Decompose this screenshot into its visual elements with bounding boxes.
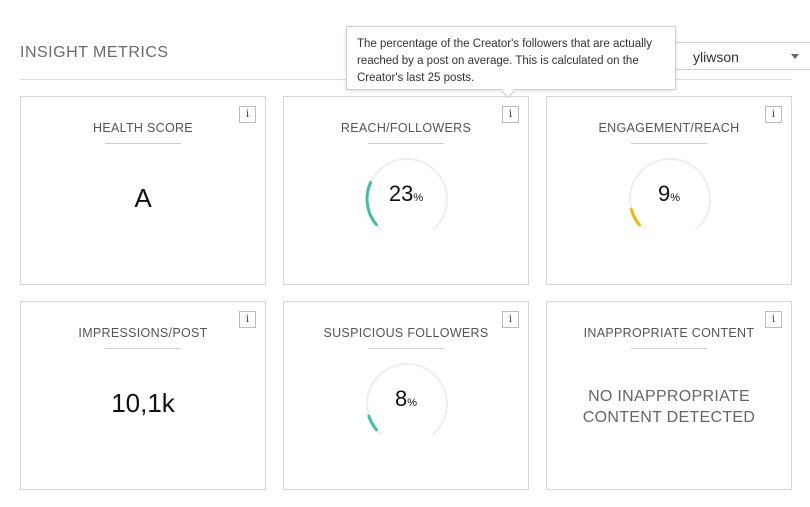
suspicious-gauge: [366, 362, 448, 436]
divider: [368, 348, 444, 349]
engagement-gauge: [629, 157, 711, 231]
reach-followers-card: i REACH/FOLLOWERS 23%: [283, 96, 529, 285]
divider: [368, 143, 444, 144]
reach-gauge: [365, 157, 448, 231]
gauge-fill: [367, 414, 378, 432]
engagement-reach-card: i ENGAGEMENT/REACH 9%: [546, 96, 792, 285]
gauge-fill: [629, 207, 641, 227]
impressions-post-card: i IMPRESSIONS/POST 10,1k: [20, 301, 266, 490]
info-icon[interactable]: i: [502, 311, 519, 328]
suspicious-followers-card: i SUSPICIOUS FOLLOWERS 8%: [283, 301, 529, 490]
card-label: HEALTH SCORE: [93, 121, 193, 135]
insight-metrics-header: INSIGHT METRICS yliwson: [20, 0, 810, 80]
status-line-1: NO INAPPROPRIATE: [588, 388, 750, 405]
card-label: REACH/FOLLOWERS: [340, 121, 472, 135]
card-label: ENGAGEMENT/REACH: [598, 121, 740, 135]
divider: [631, 348, 707, 349]
impressions-value: 10,1k: [111, 388, 175, 418]
status-line-2: CONTENT DETECTED: [582, 409, 756, 426]
creator-select[interactable]: yliwson: [670, 42, 810, 70]
health-score-card: i HEALTH SCORE A: [20, 96, 266, 285]
reach-tooltip: The percentage of the Creator's follower…: [346, 26, 676, 90]
info-icon[interactable]: i: [239, 106, 256, 123]
inappropriate-status: NO INAPPROPRIATE CONTENT DETECTED: [547, 386, 791, 428]
gauge-track: [366, 362, 448, 436]
info-icon[interactable]: i: [765, 311, 782, 328]
suspicious-value: 8%: [394, 386, 418, 411]
info-icon[interactable]: i: [765, 106, 782, 123]
card-label: SUSPICIOUS FOLLOWERS: [323, 326, 489, 340]
divider: [631, 143, 707, 144]
gauge-track: [629, 157, 711, 231]
creator-select-value: yliwson: [693, 49, 739, 65]
chevron-down-icon: [791, 54, 799, 59]
info-icon[interactable]: i: [502, 106, 519, 123]
info-icon[interactable]: i: [239, 311, 256, 328]
divider: [105, 348, 181, 349]
inappropriate-content-card: i INAPPROPRIATE CONTENT NO INAPPROPRIATE…: [546, 301, 792, 490]
divider: [105, 143, 181, 144]
card-label: IMPRESSIONS/POST: [78, 326, 208, 340]
card-label: INAPPROPRIATE CONTENT: [583, 326, 755, 340]
engagement-value: 9%: [657, 181, 681, 206]
page-title: INSIGHT METRICS: [20, 44, 169, 61]
health-score-value: A: [134, 183, 152, 213]
gauge-fill: [365, 180, 378, 227]
reach-value: 23%: [388, 181, 424, 206]
